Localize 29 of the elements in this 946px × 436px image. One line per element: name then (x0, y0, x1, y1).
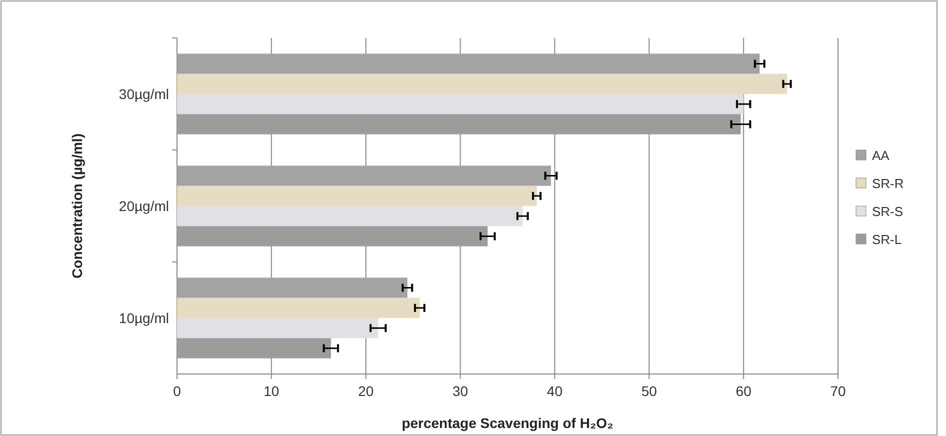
x-axis-title: percentage Scavenging of H₂O₂ (402, 415, 614, 431)
bar (177, 206, 523, 226)
bar (177, 94, 744, 114)
bar (177, 74, 788, 94)
x-tick-label: 30 (452, 383, 468, 399)
x-tick-label: 50 (641, 383, 658, 399)
legend-label: AA (872, 148, 890, 163)
bar (177, 186, 537, 206)
y-tick-label: 20µg/ml (118, 198, 169, 214)
legend-label: SR-S (872, 204, 904, 219)
bar (177, 226, 488, 246)
x-tick-label: 70 (830, 383, 846, 399)
bar (177, 298, 420, 318)
y-axis-title: Concentration (µg/ml) (69, 134, 85, 278)
legend-label: SR-L (872, 232, 902, 247)
y-tick-label: 10µg/ml (118, 310, 169, 326)
legend-label: SR-R (872, 176, 904, 191)
bar (177, 114, 741, 134)
bar (177, 278, 408, 298)
bar (177, 54, 760, 74)
bar (177, 166, 551, 186)
x-tick-label: 60 (736, 383, 752, 399)
bar (177, 338, 331, 358)
x-tick-label: 0 (173, 383, 182, 399)
x-tick-label: 20 (358, 383, 374, 399)
bar (177, 318, 378, 338)
x-tick-label: 10 (264, 383, 280, 399)
x-tick-label: 40 (546, 383, 563, 399)
y-tick-label: 30µg/ml (118, 86, 169, 102)
